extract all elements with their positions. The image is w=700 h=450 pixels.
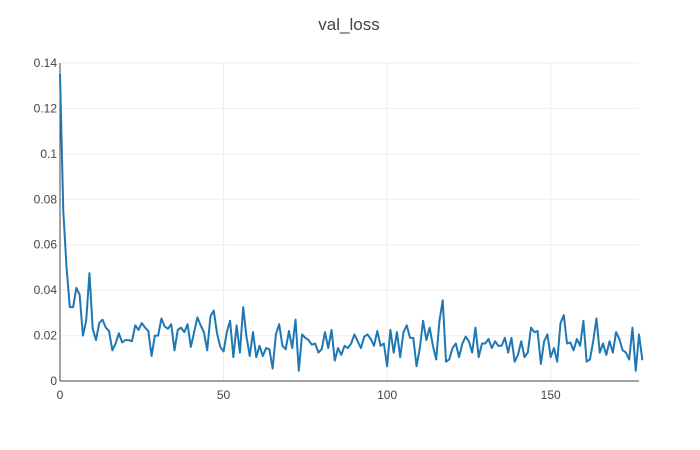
chart-title: val_loss xyxy=(318,15,379,34)
y-tick-label: 0.14 xyxy=(34,56,58,70)
x-tick-label: 100 xyxy=(377,388,397,402)
y-tick-label: 0.12 xyxy=(34,101,58,115)
y-tick-labels: 0 0.02 0.04 0.06 0.08 0.1 0.12 0.14 xyxy=(34,56,58,388)
x-tick-labels: 0 50 100 150 xyxy=(57,388,561,402)
gridlines xyxy=(60,62,639,381)
series-layer xyxy=(59,73,644,372)
x-tick-label: 150 xyxy=(541,388,561,402)
y-tick-label: 0 xyxy=(50,374,57,388)
y-tick-label: 0.06 xyxy=(34,238,58,252)
val-loss-series-line xyxy=(59,73,644,372)
x-tick-label: 0 xyxy=(57,388,64,402)
y-tick-label: 0.04 xyxy=(34,283,58,297)
y-tick-label: 0.08 xyxy=(34,192,58,206)
y-tick-label: 0.02 xyxy=(34,329,58,343)
y-tick-label: 0.1 xyxy=(40,147,57,161)
x-tick-label: 50 xyxy=(217,388,231,402)
